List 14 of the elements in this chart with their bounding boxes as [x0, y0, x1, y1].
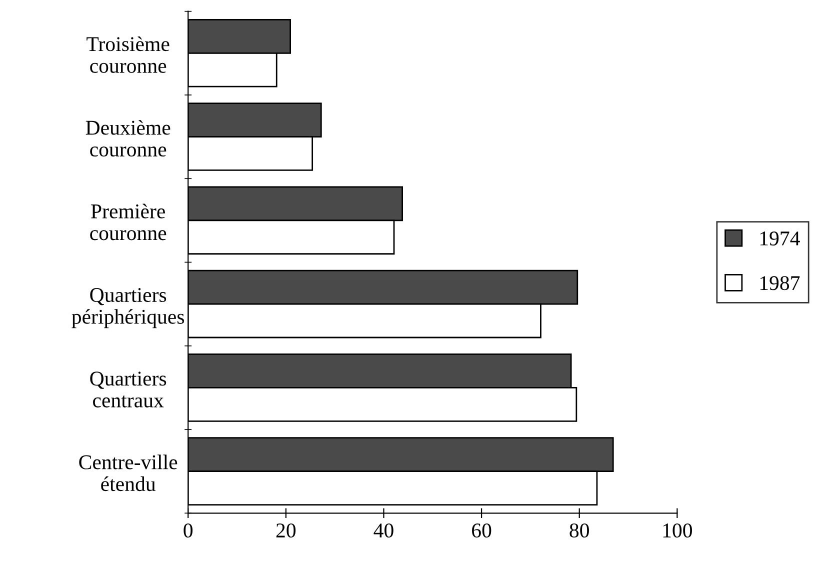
y-tick-label: Deuxième couronne	[86, 120, 170, 157]
legend-label: 1987	[760, 276, 800, 290]
x-tick-label: 60	[472, 523, 492, 538]
y-tick-label: Première couronne	[90, 204, 166, 240]
x-tick-label: 0	[184, 523, 193, 538]
x-tick-label: 40	[374, 523, 394, 538]
x-tick-label: 100	[663, 523, 692, 538]
y-tick-label: Troisième couronne	[86, 36, 170, 73]
legend-label: 1974	[760, 232, 800, 246]
y-tick-label: Quartiers périphériques	[72, 288, 184, 328]
x-tick-label: 20	[276, 523, 296, 538]
x-tick-label: 80	[570, 523, 589, 538]
y-tick-label: Centre-ville étendu	[79, 454, 178, 492]
y-tick-label: Quartiers centraux	[90, 372, 166, 408]
